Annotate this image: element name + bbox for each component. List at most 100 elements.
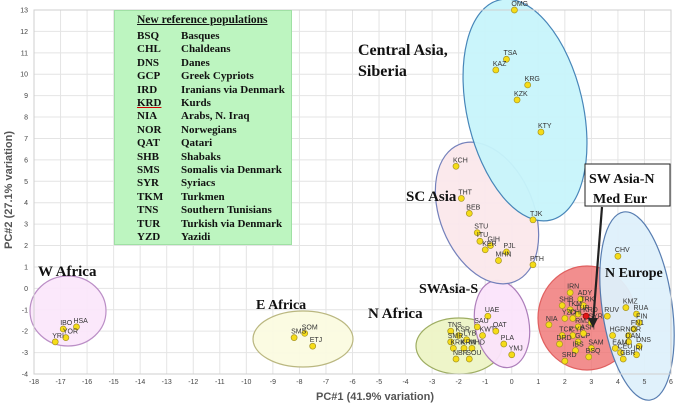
legend-entry: SMS Somalis via Denmark [137,164,282,178]
point-label: KAZ [493,61,507,68]
point-stu [473,229,481,237]
point-label: KCH [453,157,468,164]
point-uae [484,312,492,320]
point-tur [574,310,582,318]
legend-population-name: Chaldeans [181,43,231,56]
plot-frame [33,9,672,375]
region-label: N Africa [368,306,423,322]
legend-population-name: Shabaks [181,150,221,163]
point-label: SOU [466,350,481,357]
x-tick-label: -12 [188,379,198,386]
legend-entry: TKM Turkmen [137,191,225,205]
y-tick-label: -1 [22,307,28,314]
point-label: ETJ [310,337,322,344]
point-label: KRG [525,76,540,83]
legend-code: SYR [137,177,160,190]
point-label: IRI [633,346,642,353]
point-label: DAN [626,333,641,340]
x-tick-label: -11 [215,379,225,386]
legend-code: CHL [137,43,161,56]
x-axis-label: PC#1 (41.9% variation) [316,391,434,403]
point-bsq [585,353,593,361]
point-label: KRK [450,339,465,346]
legend-code: SHB [137,150,160,163]
region-label: SC Asia [406,189,457,205]
legend-entry: GCP Greek Cypriots [137,70,254,84]
point-label: KMZ [623,299,639,306]
point-tns [447,327,455,335]
point-label: SMS [291,329,307,336]
point-kwt [479,332,486,339]
point-yzd [561,314,569,322]
point-label: SAM [588,339,603,346]
point-drd [556,340,563,348]
x-tick-label: -3 [429,379,435,386]
point-label: IBS [572,341,584,348]
legend-entry: IRD Iranians via Denmark [137,84,285,98]
point-label: CEU [618,344,633,351]
x-tick-label: -9 [270,379,276,386]
point-label: PLA [501,335,515,342]
region-label: Central Asia, [358,42,448,59]
region-label: W Africa [38,264,97,280]
point-beb [465,210,473,217]
point-label: YZD [562,309,576,316]
point-label: CYP [570,326,585,333]
point-dan [625,338,632,346]
x-tick-label: -7 [323,379,329,386]
y-tick-label: 3 [24,222,28,229]
legend-population-name: Danes [181,56,210,69]
point-nor [625,332,632,339]
legend-entry: YZD Yazidi [137,231,210,245]
point-label: KWT [480,326,496,333]
point-label: GBR [620,350,635,357]
y-tick-label: 6 [24,157,28,164]
x-tick-label: -13 [162,379,172,386]
region-label: N Europe [605,266,663,281]
point-label: TSA [503,50,517,57]
y-tick-label: 10 [20,72,28,79]
legend-population-name: Greek Cypriots [181,70,254,83]
point-label: BSQ [586,348,601,355]
e-africa-ellipse [252,310,354,368]
point-omg [511,6,518,14]
point-label: KRD [583,307,598,314]
point-krg [524,81,532,89]
point-label: YOR [63,329,78,336]
x-tick-label: 3 [589,379,593,386]
legend-box: New reference populations BSQ Basques CHL C… [114,10,292,245]
y-tick-label: 0 [24,286,28,293]
point-tcp [558,332,566,339]
legend-code: YZD [137,231,161,243]
callout-arrowhead [588,318,598,328]
legend-entry: BSQ Basques [137,30,220,44]
y-tick-label: -3 [22,350,28,357]
x-tick-label: 2 [563,379,567,386]
point-label: CHV [615,247,630,254]
central-asia-ellipse [462,0,588,222]
point-mhn [495,257,502,264]
callout-arrow [591,206,604,324]
legend-entry: QAT Qatari [137,137,212,151]
y-tick-label: -4 [22,372,28,379]
y-tick-label: -2 [22,329,28,336]
point-kty [537,128,545,136]
point-kaz [492,66,500,74]
legend-entry: TUR Turkish via Denmark [137,218,282,232]
y-tick-label: 11 [21,50,28,57]
x-tick-label: 4 [616,379,620,386]
region-label: Siberia [358,63,407,80]
point-label: RUV [604,307,619,314]
point-label: EAM [612,339,627,346]
point-label: ADY [578,290,593,297]
y-tick-label: 1 [24,264,28,271]
x-tick-label: 1 [536,379,540,386]
point-label: TUR [575,305,589,312]
point-shb [558,302,566,309]
legend-population-name: Arabs, N. Iraq [181,110,250,123]
point-label: YMJ [509,346,523,353]
legend-population-name: Yazidi [181,231,211,243]
point-pjl [503,248,510,256]
point-trk [580,302,587,309]
